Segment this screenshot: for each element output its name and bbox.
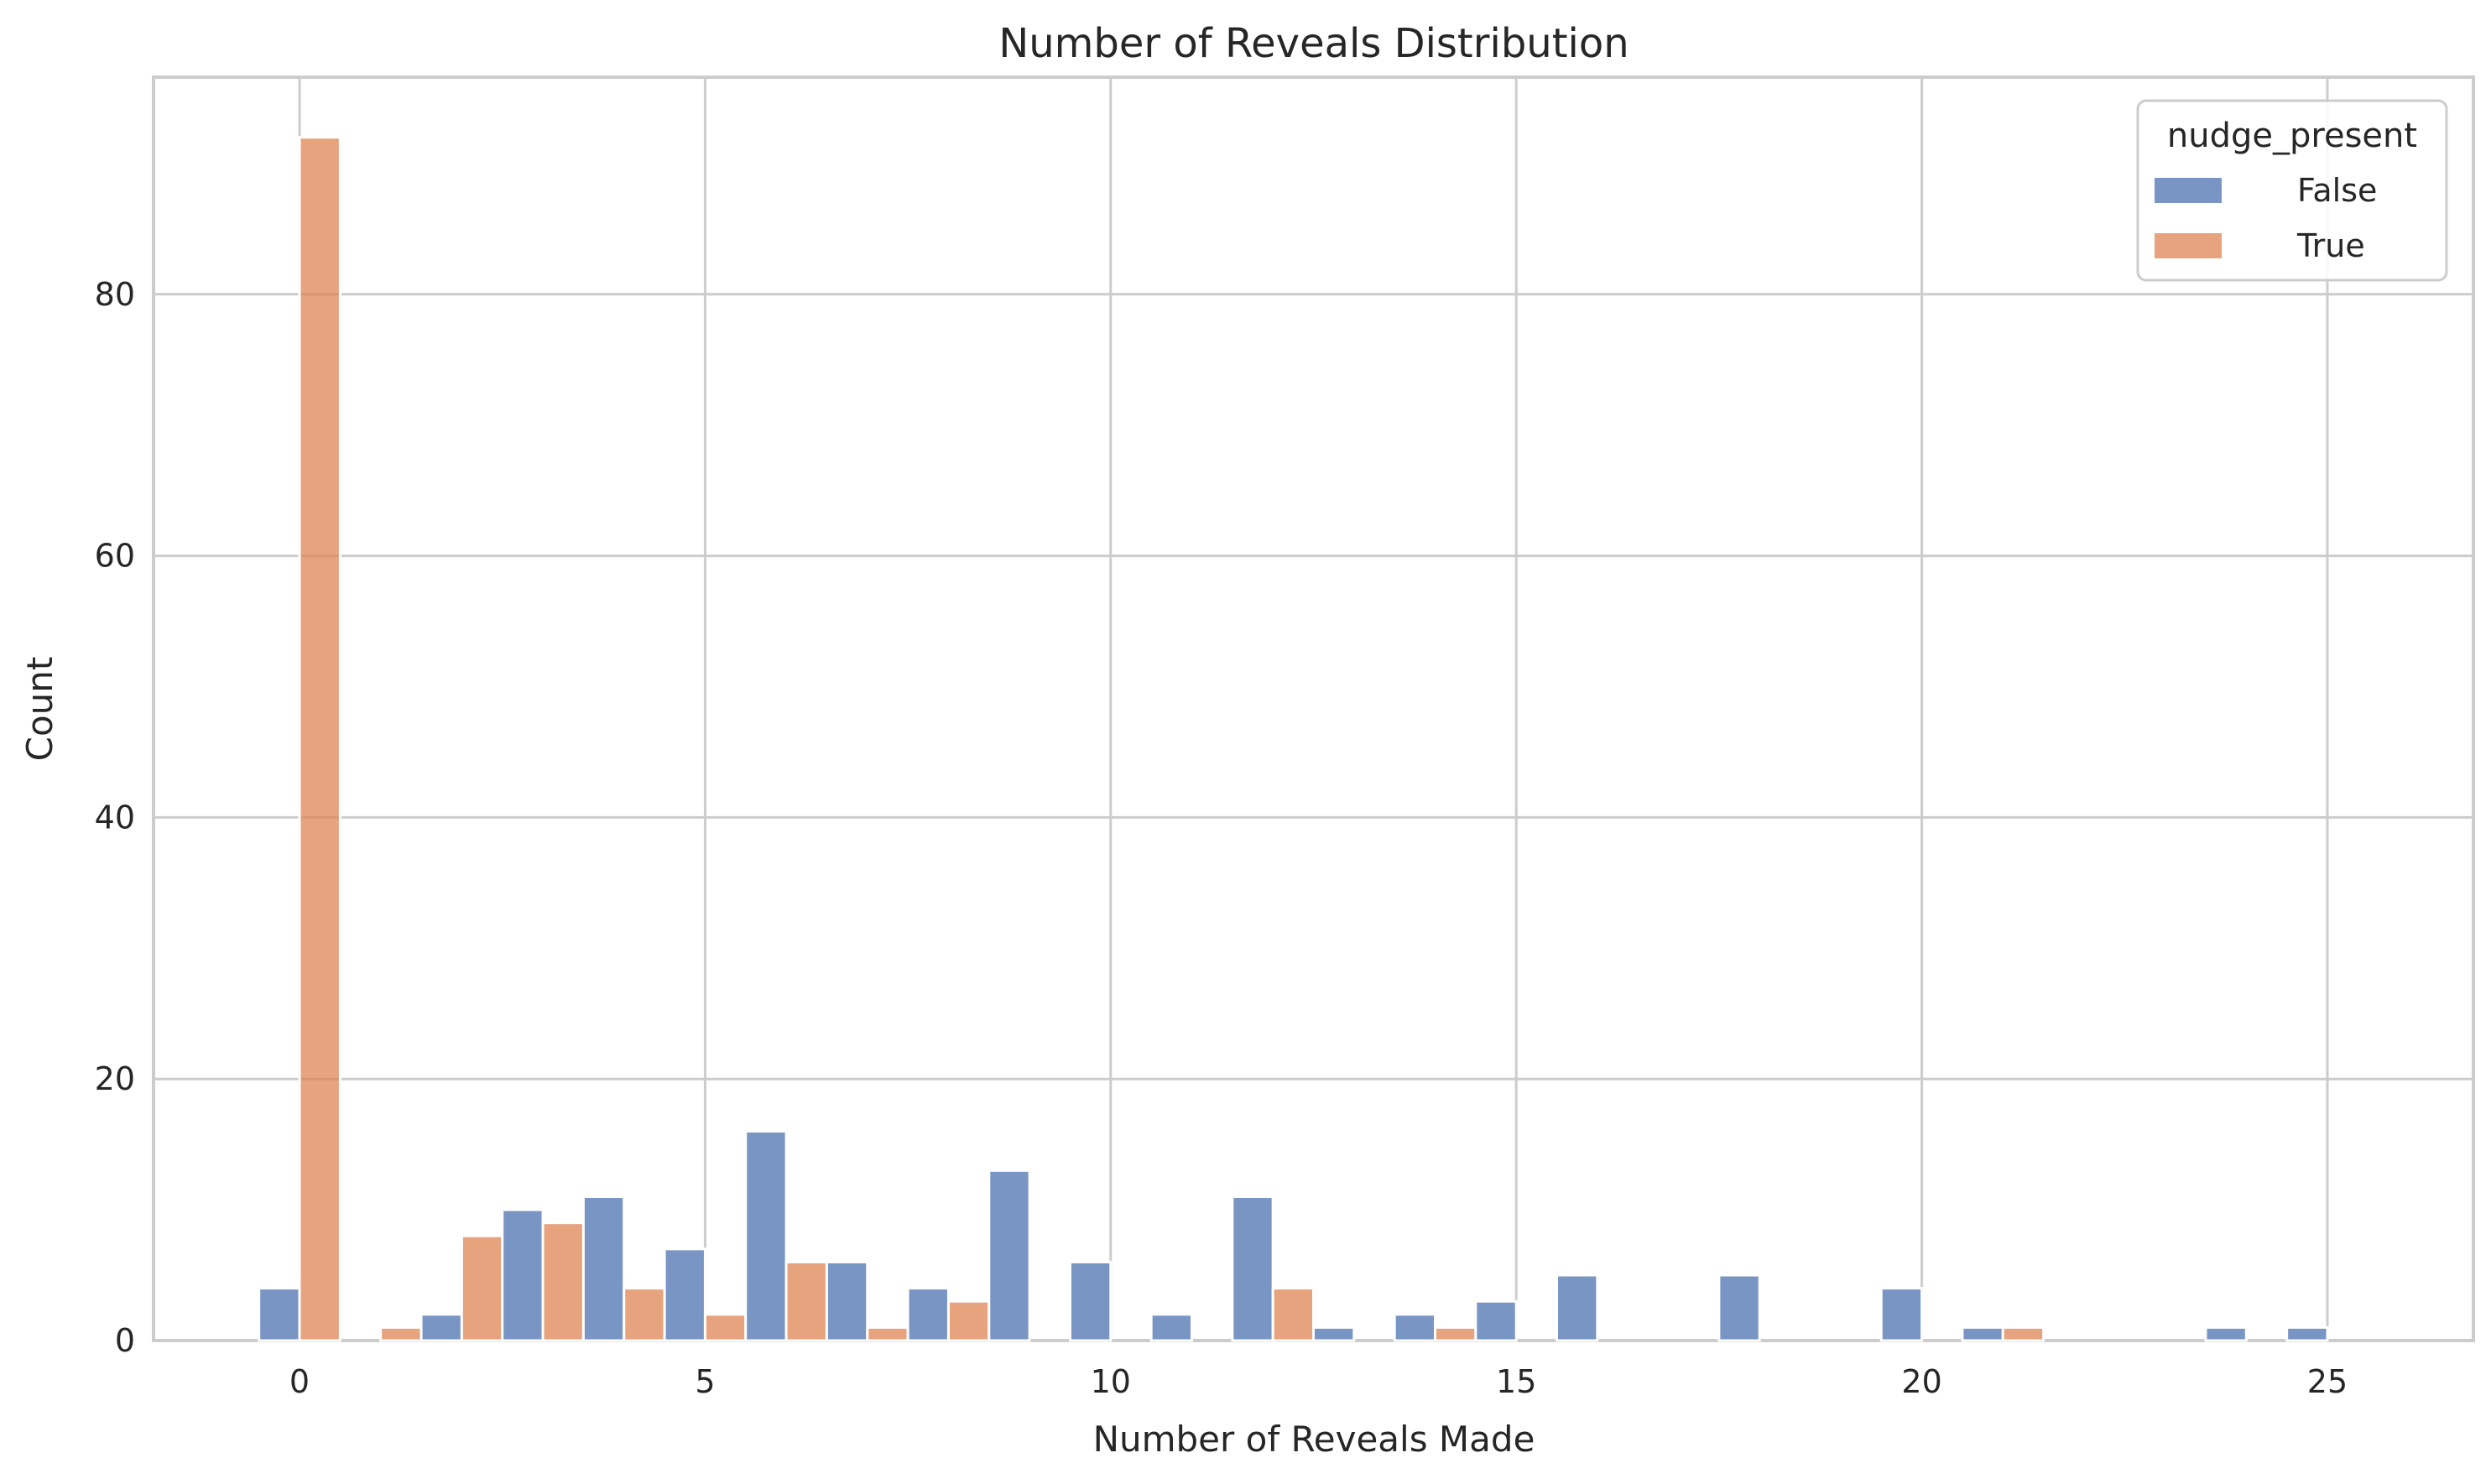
y-tick-label: 60 [95, 538, 135, 575]
x-tick-label: 5 [695, 1363, 715, 1400]
bar-false [2204, 1325, 2248, 1342]
bar-false [1961, 1325, 2004, 1342]
tick-labels: 0 20 40 60 80 0 5 10 15 20 25 [95, 276, 2348, 1400]
bar-false [258, 1287, 301, 1342]
bar-true [623, 1287, 666, 1342]
bar-false [1068, 1260, 1113, 1342]
legend-swatch-true [2155, 233, 2222, 258]
bar-false [1312, 1325, 1356, 1342]
bar-true [2001, 1325, 2045, 1342]
x-tick-label: 10 [1091, 1363, 1131, 1400]
x-tick-label: 25 [2307, 1363, 2348, 1400]
plot-area [152, 76, 2475, 1342]
y-tick-label: 80 [95, 276, 135, 313]
bar-false [501, 1208, 545, 1342]
y-tick-label: 40 [95, 799, 135, 836]
legend-title: nudge_present [2167, 117, 2417, 155]
bar-true [946, 1299, 991, 1342]
bar-false [2285, 1325, 2329, 1342]
bar-false [825, 1260, 869, 1342]
bar-false [1474, 1299, 1518, 1342]
bar-false [1231, 1195, 1274, 1342]
bar-false [1149, 1313, 1193, 1342]
bar-true [703, 1313, 748, 1342]
bar-false [744, 1130, 788, 1342]
x-axis-label: Number of Reveals Made [1093, 1419, 1535, 1460]
bar-true [866, 1325, 909, 1342]
chart-title: Number of Reveals Distribution [998, 20, 1629, 67]
bar-false [1717, 1273, 1761, 1342]
bar-false [1879, 1287, 1924, 1342]
legend: nudge_present False True [2136, 99, 2448, 282]
y-tick-label: 0 [115, 1322, 135, 1359]
bar-true [460, 1234, 504, 1342]
x-tick-label: 0 [289, 1363, 310, 1400]
bar-true [784, 1260, 828, 1342]
bar-true [541, 1221, 585, 1342]
legend-label-false: False [2297, 172, 2377, 209]
bar-false [420, 1313, 463, 1342]
x-tick-label: 20 [1901, 1363, 1941, 1400]
bars [258, 136, 2329, 1342]
bar-false [663, 1247, 706, 1342]
bar-false [988, 1169, 1031, 1342]
bar-true [1271, 1287, 1316, 1342]
legend-swatch-false [2155, 178, 2222, 203]
bar-false [581, 1195, 626, 1342]
bar-true [298, 136, 341, 1342]
bar-false [1556, 1273, 1599, 1342]
x-tick-label: 15 [1496, 1363, 1536, 1400]
bar-false [1393, 1313, 1437, 1342]
legend-label-true: True [2296, 227, 2365, 264]
y-tick-label: 20 [95, 1060, 135, 1097]
bar-true [1434, 1325, 1477, 1342]
y-axis-label: Count [19, 657, 60, 762]
bar-false [906, 1287, 950, 1342]
bar-true [379, 1325, 423, 1342]
